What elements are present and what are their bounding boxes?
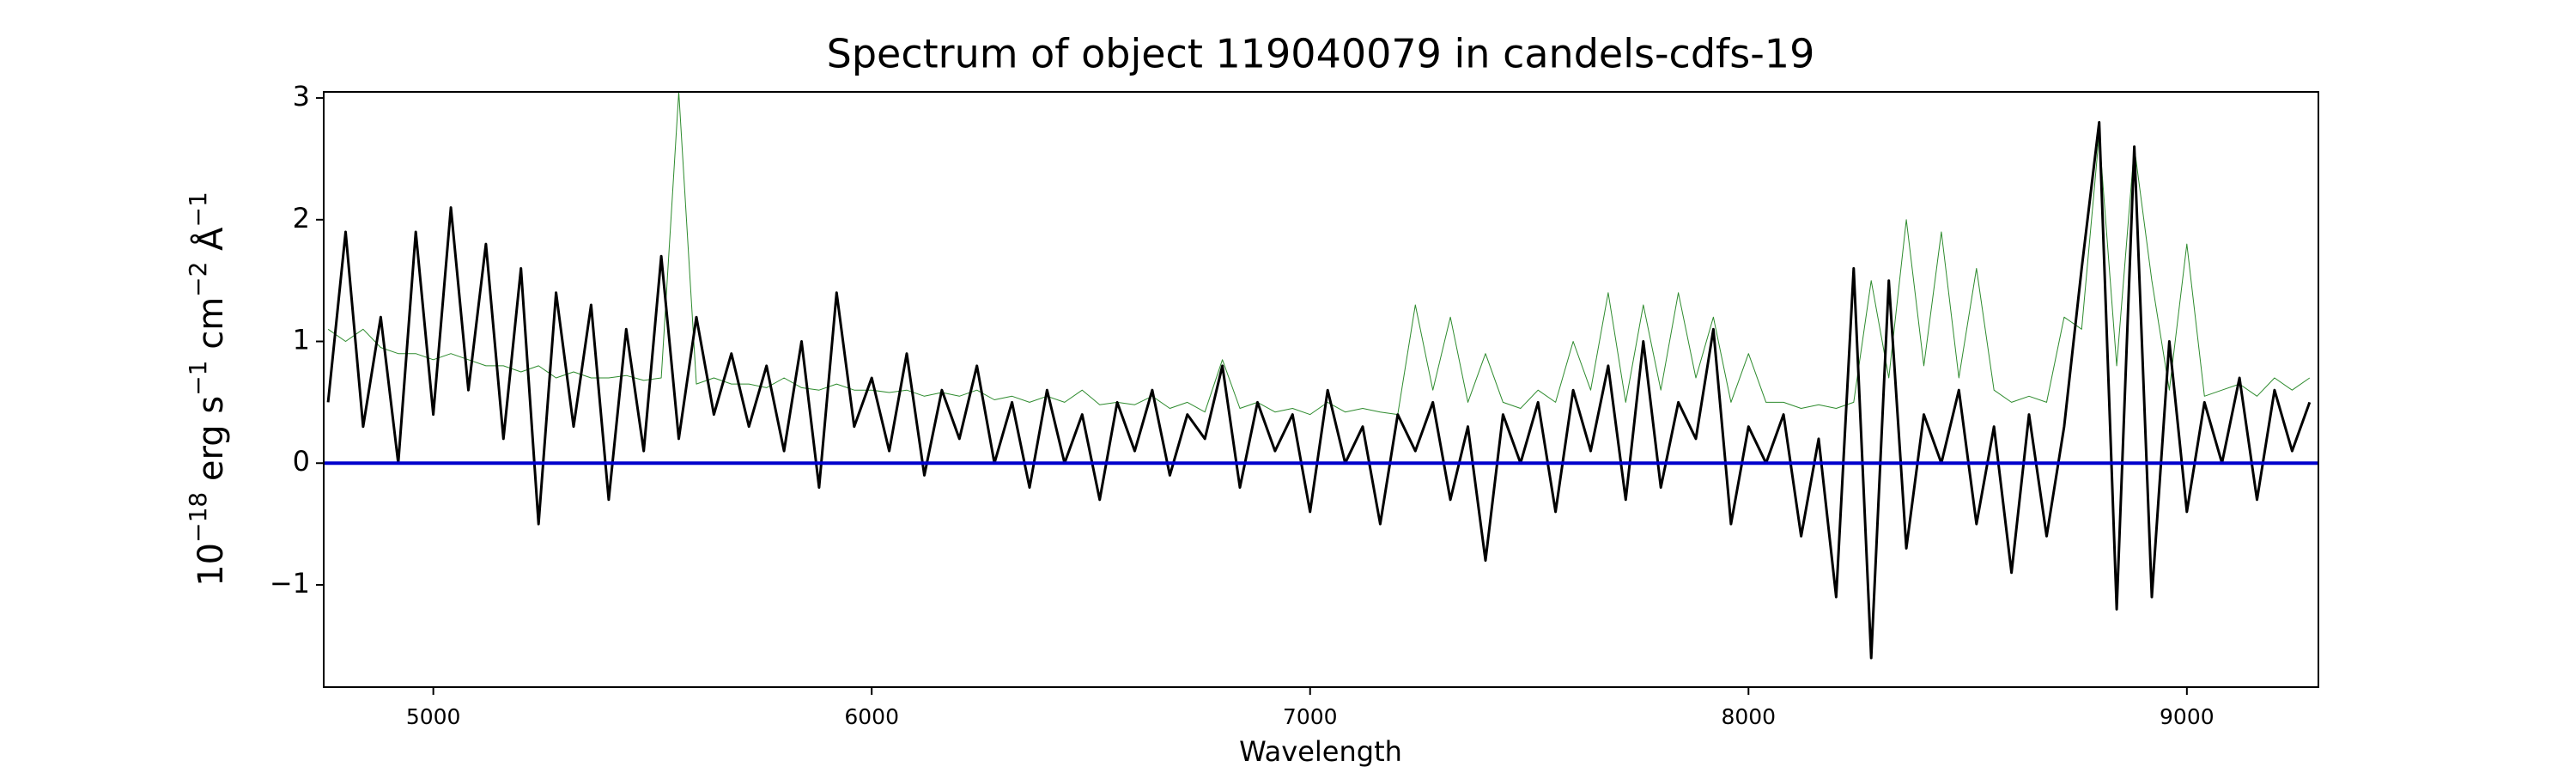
y-tick-label: 2 bbox=[293, 202, 310, 234]
y-label-exponent: −1 bbox=[184, 361, 212, 396]
x-tick-label: 8000 bbox=[1721, 704, 1776, 729]
x-axis-label: Wavelength bbox=[1239, 735, 1402, 768]
y-tick-label: 0 bbox=[293, 445, 310, 478]
y-label-part: Å bbox=[190, 227, 231, 262]
y-label-part: cm bbox=[191, 297, 231, 361]
spectrum-line bbox=[326, 120, 2312, 660]
y-label-exponent: −1 bbox=[184, 192, 212, 227]
y-label-exponent: −2 bbox=[184, 262, 212, 297]
x-tick-label: 9000 bbox=[2160, 704, 2215, 729]
x-tick-label: 6000 bbox=[844, 704, 899, 729]
chart-title: Spectrum of object 119040079 in candels-… bbox=[827, 31, 1815, 77]
plot-frame bbox=[323, 91, 2319, 688]
x-tick-label: 7000 bbox=[1283, 704, 1338, 729]
y-tick-label: 3 bbox=[293, 80, 310, 113]
spectrum-line bbox=[327, 92, 2311, 416]
y-tick-label: −1 bbox=[270, 567, 310, 600]
y-label-part: 10 bbox=[191, 543, 231, 587]
y-label-part: erg s bbox=[191, 396, 231, 492]
y-axis-label: 10−18 erg s−1 cm−2 Å−1 bbox=[184, 192, 232, 587]
y-tick-label: 1 bbox=[293, 324, 310, 356]
x-tick-label: 5000 bbox=[406, 704, 461, 729]
y-label-exponent: −18 bbox=[184, 492, 212, 543]
